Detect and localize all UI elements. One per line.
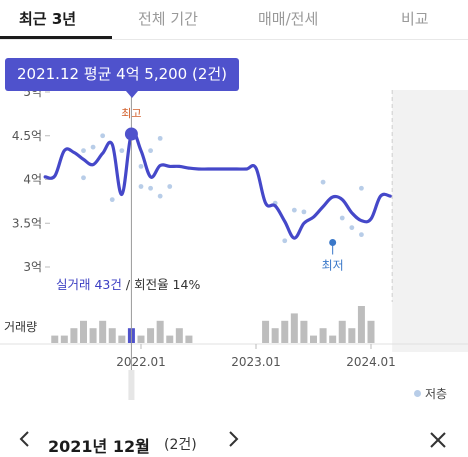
turnover-rate: 회전율 14% (134, 277, 201, 292)
transaction-point (157, 193, 163, 199)
transaction-point (148, 185, 153, 191)
selected-month-count: (2건) (164, 437, 197, 453)
tab-sale-jeonse[interactable]: 매매/전세 (258, 10, 319, 28)
selected-month-handle[interactable] (128, 370, 135, 400)
transaction-point (138, 184, 144, 189)
y-tick-label: 3억 (23, 260, 42, 274)
y-tick-label: 4.5억 (12, 129, 42, 143)
volume-bar (147, 328, 155, 343)
volume-bar (338, 320, 346, 343)
selected-month-tooltip: 2021.12 평균 4억 5,200 (2건) (5, 58, 240, 91)
x-tick-label: 2024.01 (346, 355, 396, 369)
tab-bar: 최근 3년 전체 기간 매매/전세 비교 (0, 0, 468, 40)
legend-low-floor: 저층 (414, 385, 447, 402)
selected-month-label: 2021년 12월 (48, 437, 150, 456)
transaction-point (301, 209, 307, 215)
trade-count: 실거래 43건 (56, 277, 122, 292)
tooltip-arrow (126, 91, 138, 98)
transaction-point (282, 238, 288, 244)
volume-bar (166, 335, 174, 343)
volume-bar (281, 320, 289, 343)
volume-bar (137, 335, 145, 343)
transaction-point (109, 197, 115, 203)
low-floor-dot-icon (414, 390, 421, 397)
tab-recent-3-years[interactable]: 최근 3년 (19, 10, 77, 28)
transaction-point (81, 175, 86, 181)
volume-bar (271, 328, 279, 343)
volume-bar (300, 320, 308, 343)
volume-bar (319, 328, 327, 343)
volume-bar (357, 306, 365, 343)
volume-bar (310, 335, 317, 343)
close-icon[interactable] (428, 430, 448, 450)
future-shade (392, 90, 468, 352)
volume-bar (367, 320, 375, 343)
low-price-marker (329, 239, 337, 246)
chevron-left-icon[interactable] (18, 430, 30, 448)
volume-bar (118, 335, 126, 343)
active-tab-indicator (0, 36, 112, 39)
low-price-label: 최저 (322, 259, 344, 273)
volume-bar (60, 335, 68, 343)
volume-bar (99, 320, 107, 343)
volume-bar (80, 320, 87, 343)
volume-bar (290, 313, 298, 343)
transaction-point (291, 207, 297, 213)
transaction-point (349, 225, 355, 231)
x-tick-label: 2023.01 (231, 355, 281, 369)
volume-bar (51, 335, 59, 343)
x-tick-label: 2022.01 (116, 355, 166, 369)
chevron-right-icon[interactable] (228, 430, 240, 448)
high-price-label: 최고 (121, 107, 141, 120)
y-tick-label: 4억 (23, 173, 42, 187)
transaction-point (138, 163, 144, 169)
volume-bar (262, 320, 270, 343)
volume-bar (156, 320, 164, 343)
volume-bar (70, 328, 78, 343)
transaction-point (359, 232, 364, 238)
transaction-point (100, 133, 106, 139)
transaction-point (81, 148, 86, 154)
month-navigation: 2021년 12월 (2건) (0, 420, 468, 456)
transaction-point (157, 135, 163, 141)
transaction-point (148, 148, 153, 154)
volume-bar (175, 328, 183, 343)
transaction-point (167, 184, 173, 189)
transaction-point (320, 179, 326, 185)
tab-compare[interactable]: 비교 (401, 10, 429, 28)
volume-bar (348, 328, 356, 343)
transaction-point (359, 185, 364, 191)
volume-bar (329, 335, 337, 343)
average-price-line (43, 130, 392, 240)
volume-bar (108, 328, 116, 343)
tab-all-period[interactable]: 전체 기간 (138, 10, 198, 28)
transaction-point (90, 144, 96, 150)
legend-low-floor-label: 저층 (425, 387, 448, 401)
y-tick-label: 3.5억 (12, 216, 42, 230)
volume-bar (185, 335, 193, 343)
volume-bar (89, 328, 97, 343)
tab-divider (0, 39, 468, 40)
stats-separator: / (121, 277, 135, 292)
transaction-point (119, 148, 125, 154)
selected-point[interactable] (124, 127, 138, 141)
transaction-point (339, 215, 345, 221)
volume-axis-label: 거래량 (4, 320, 38, 334)
trade-summary: 실거래 43건 / 회전율 14% (56, 274, 200, 293)
